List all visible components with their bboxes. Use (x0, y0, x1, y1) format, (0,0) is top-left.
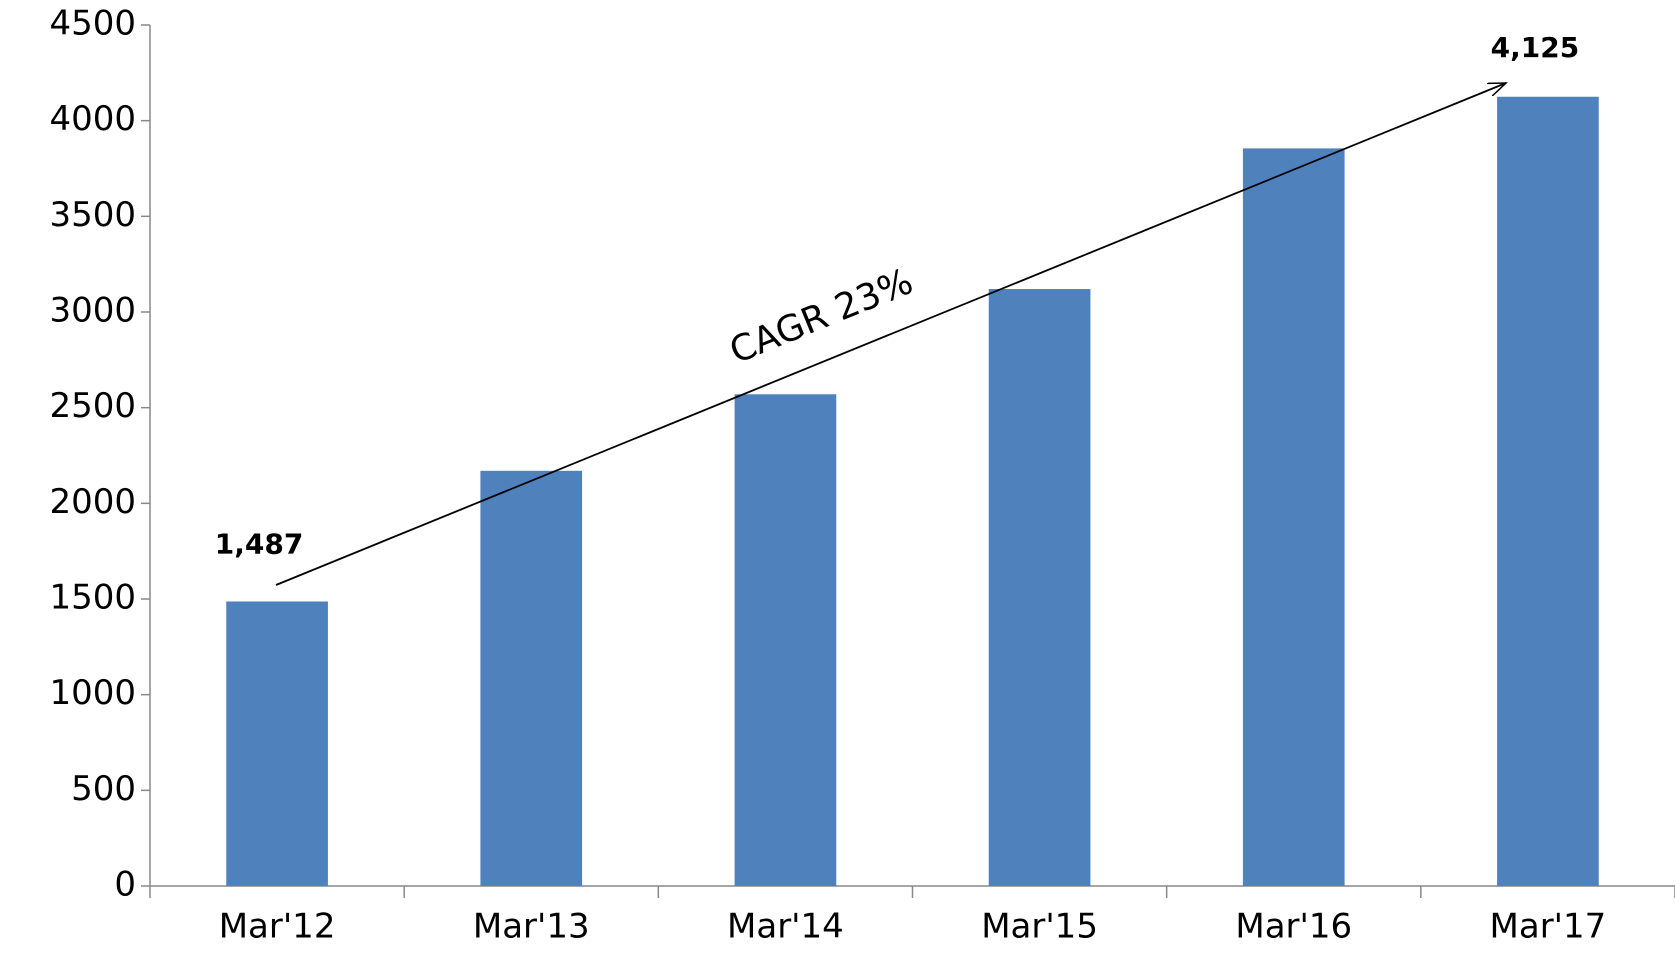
value-label: 1,487 (215, 527, 304, 560)
y-tick-label: 3000 (49, 291, 136, 331)
y-tick-label: 1500 (49, 578, 136, 618)
cagr-arrow (275, 82, 1506, 586)
y-tick-label: 2000 (49, 482, 136, 522)
value-label: 4,125 (1491, 31, 1580, 64)
y-tick-label: 1000 (49, 673, 136, 713)
x-tick-label: Mar'14 (727, 907, 844, 947)
bar (1242, 148, 1345, 886)
y-tick-label: 500 (71, 769, 136, 809)
x-tick-label: Mar'16 (1235, 907, 1352, 947)
x-tick-label: Mar'17 (1490, 907, 1607, 947)
y-tick-label: 4000 (49, 99, 136, 139)
bar (226, 601, 328, 886)
x-tick-label: Mar'15 (981, 907, 1098, 947)
bar (988, 289, 1091, 886)
bar (1497, 96, 1599, 886)
plot: 0 500 1000 1500 2000 2500 3000 3500 4000 4500 Mar'… (49, 4, 1675, 947)
cagr-annotation: CAGR 23% (724, 261, 919, 372)
y-tick-label: 4500 (49, 4, 136, 44)
bar (734, 394, 837, 886)
y-tick-label: 0 (114, 865, 136, 905)
x-tick-label: Mar'12 (219, 907, 336, 947)
x-tick-label: Mar'13 (473, 907, 590, 947)
y-tick-label: 3500 (49, 195, 136, 235)
bar (480, 470, 583, 886)
y-tick-label: 2500 (49, 386, 136, 426)
